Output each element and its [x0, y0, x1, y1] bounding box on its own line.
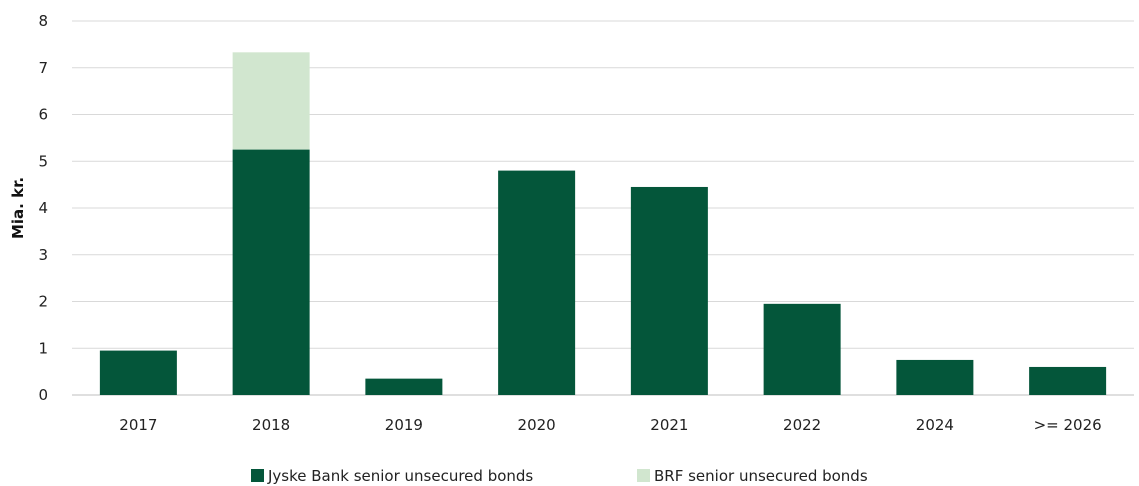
bar-series-0-2019 [365, 378, 443, 395]
x-tick-label: 2022 [783, 416, 821, 434]
gridlines [72, 20, 1134, 396]
bar-series-0-2024 [896, 359, 974, 395]
y-tick-label: 2 [38, 293, 48, 311]
legend-swatch [637, 469, 650, 482]
x-axis-ticks: 2017 2018 2019 2020 2021 2022 2024 >= 2026 [119, 416, 1101, 434]
y-axis-ticks: 0 1 2 3 4 5 6 7 8 [38, 12, 48, 404]
bar-series-0-2026 [1029, 366, 1107, 395]
bar-series-0-2017 [99, 350, 177, 395]
y-tick-label: 6 [38, 106, 48, 124]
x-tick-label: 2021 [650, 416, 688, 434]
x-tick-label: 2024 [916, 416, 954, 434]
y-tick-label: 4 [38, 199, 48, 217]
legend-label: BRF senior unsecured bonds [654, 467, 868, 485]
x-tick-label: 2019 [385, 416, 423, 434]
y-tick-label: 3 [38, 246, 48, 264]
legend: Jyske Bank senior unsecured bonds BRF sen… [251, 467, 868, 485]
x-tick-label: 2017 [119, 416, 157, 434]
legend-label: Jyske Bank senior unsecured bonds [267, 467, 533, 485]
y-tick-label: 0 [38, 386, 48, 404]
legend-swatch [251, 469, 264, 482]
x-tick-label: 2020 [518, 416, 556, 434]
bar-series-0-2018 [232, 149, 310, 395]
y-tick-label: 5 [38, 152, 48, 170]
bar-series-0-2020 [498, 170, 576, 395]
bars [99, 52, 1107, 395]
x-tick-label: 2018 [252, 416, 290, 434]
y-tick-label: 8 [38, 12, 48, 30]
bar-series-0-2022 [763, 303, 841, 395]
y-tick-label: 7 [38, 59, 48, 77]
bar-series-1-2018 [232, 52, 310, 150]
y-axis-label: Mia. kr. [9, 177, 27, 239]
y-tick-label: 1 [38, 339, 48, 357]
bar-series-0-2021 [630, 186, 708, 395]
x-tick-label: >= 2026 [1034, 416, 1102, 434]
